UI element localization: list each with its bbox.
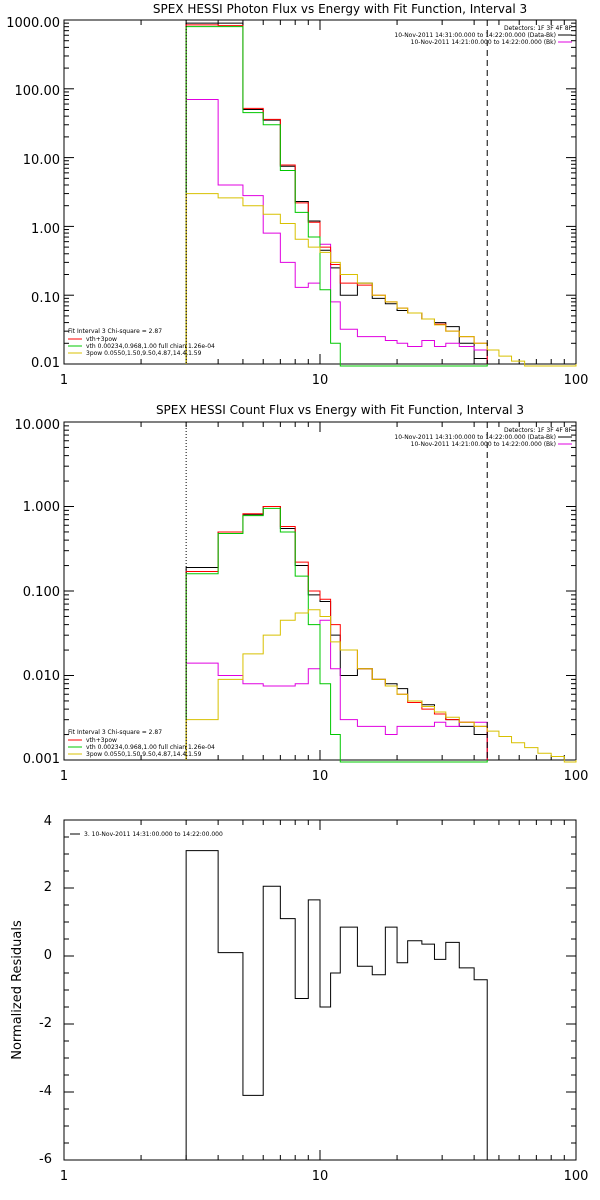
panel3-legend: 3. 10-Nov-2011 14:31:00.000 to 14:22:00.…: [84, 831, 223, 838]
panel2-ytick-label: 1.000: [23, 500, 60, 515]
panel1-x-ticks: [140, 20, 565, 364]
panel3-ytick-label: 0: [44, 948, 52, 963]
panel3-ytick-label: -6: [39, 1152, 52, 1167]
panel2-ytick-label: 10.000: [15, 418, 61, 433]
panel2-ytick-label: 0.001: [23, 752, 60, 767]
panel2-y-ticks: [64, 425, 576, 736]
series-residuals: [185, 850, 488, 1160]
panel1-series: [185, 22, 577, 367]
panel1-ytick-label: 1.00: [31, 222, 60, 237]
panel2-legend-total: vth+3pow: [86, 737, 117, 744]
panel2-legend-3pow: 3pow 0.0550,1.50,9.50,4.87,14.4,1.59: [86, 751, 202, 758]
series-3pow: [185, 193, 577, 367]
series-3pow: [185, 609, 577, 763]
panel3-y-ticks: [64, 819, 576, 1161]
panel2-xtick-label: 1: [60, 769, 68, 784]
panel2-xtick-label: 100: [564, 769, 589, 784]
panel2-title: SPEX HESSI Count Flux vs Energy with Fit…: [156, 403, 524, 417]
series-bk: [185, 98, 488, 364]
panel2-fit-info: Fit Interval 3 Chi-square = 2.87: [68, 729, 162, 736]
panel2-legend-vth: vth 0.00234,0.968,1.00 full chian 1.26e-…: [86, 744, 215, 751]
panel1-detectors: Detectors: 1F 3F 4F 8F: [504, 25, 573, 32]
panel3-ytick-label: 2: [44, 880, 52, 895]
series-data-bk: [185, 22, 488, 364]
panel1-ytick-label: 0.01: [31, 356, 60, 371]
panel1-ytick-label: 1000.00: [6, 16, 60, 31]
panel3-xtick-label: 10: [312, 1169, 329, 1184]
count-flux-panel: SPEX HESSI Count Flux vs Energy with Fit…: [15, 403, 589, 784]
panel1-legend-3pow: 3pow 0.0550,1.50,9.50,4.87,14.4,1.59: [86, 350, 202, 357]
series-bk: [185, 619, 488, 760]
panel3-ytick-label: -2: [39, 1016, 52, 1031]
panel1-legend-data: 10-Nov-2011 14:31:00.000 to 14:22:00.000…: [394, 32, 556, 39]
panel3-y-axis-label: Normalized Residuals: [10, 920, 25, 1060]
panel1-legend-vth: vth 0.00234,0.968,1.00 full chian 1.26e-…: [86, 343, 215, 350]
panel1-y-ticks: [64, 22, 576, 344]
panel1-fit-info: Fit Interval 3 Chi-square = 2.87: [68, 328, 162, 335]
panel1-ytick-label: 10.00: [23, 153, 60, 168]
panel1-legend-bk: 10-Nov-2011 14:21:00.000 to 14:22:00.000…: [411, 39, 556, 46]
panel2-legend-data: 10-Nov-2011 14:31:00.000 to 14:22:00.000…: [394, 434, 556, 441]
panel3-ytick-label: 4: [44, 814, 52, 829]
panel3-x-ticks: [140, 820, 565, 1160]
residuals-panel: 4 2 0 -2 -4 -6 1 10 100 Normalized Resid…: [10, 814, 588, 1184]
panel1-ytick-label: 100.00: [15, 84, 61, 99]
panel2-legend-bk: 10-Nov-2011 14:21:00.000 to 14:22:00.000…: [411, 441, 556, 448]
photon-flux-panel: SPEX HESSI Photon Flux vs Energy with Fi…: [6, 2, 588, 388]
panel3-series: [185, 850, 488, 1160]
panel2-ytick-label: 0.010: [23, 669, 60, 684]
panel3-xtick-label: 100: [564, 1169, 589, 1184]
panel2-x-ticks: [140, 422, 565, 760]
series-vth-3pow: [185, 24, 488, 364]
panel2-series: [185, 506, 577, 763]
panel3-xtick-label: 1: [60, 1169, 68, 1184]
panel3-ytick-label: -4: [39, 1084, 52, 1099]
panel1-xtick-label: 10: [312, 373, 329, 388]
panel1-xtick-label: 100: [564, 373, 589, 388]
panel1-title: SPEX HESSI Photon Flux vs Energy with Fi…: [153, 2, 527, 16]
panel1-xtick-label: 1: [60, 373, 68, 388]
series-vth: [185, 26, 488, 367]
panel2-ytick-label: 0.100: [23, 585, 60, 600]
panel2-detectors: Detectors: 1F 3F 4F 8F: [504, 427, 573, 434]
panel1-frame: [63, 19, 577, 365]
panel1-ytick-label: 0.10: [31, 291, 60, 306]
series-vth: [185, 507, 488, 763]
panel2-xtick-label: 10: [312, 769, 329, 784]
panel1-legend-total: vth+3pow: [86, 336, 117, 343]
